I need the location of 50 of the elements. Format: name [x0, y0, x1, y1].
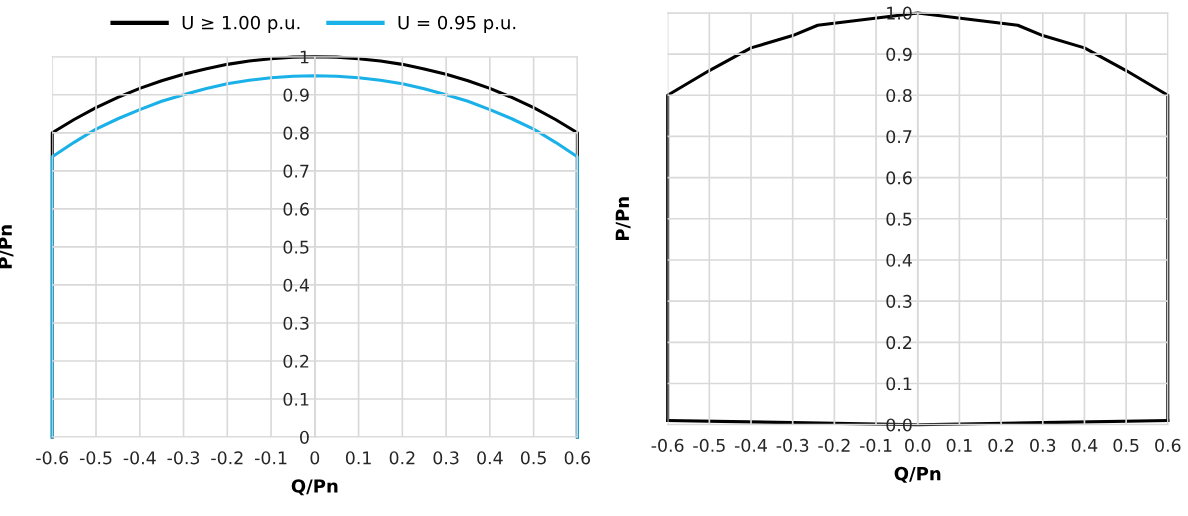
y-tick-label: 0.6: [283, 202, 309, 216]
y-tick-label: 0.5: [283, 240, 309, 254]
x-tick-label: 0.3: [433, 451, 459, 465]
y-tick-label: 0.2: [283, 354, 309, 368]
x-tick-label: 0.0: [905, 438, 931, 452]
x-tick-label: -0.2: [818, 438, 850, 452]
x-tick-label: 0.5: [520, 451, 546, 465]
y-tick-label: 0.5: [886, 212, 912, 226]
x-tick-label: 0.4: [1071, 438, 1098, 452]
x-tick-label: 0.6: [1155, 438, 1181, 452]
y-tick-label: 0.1: [283, 392, 309, 406]
x-tick-label: -0.5: [79, 451, 112, 465]
x-tick-label: -0.2: [211, 451, 243, 465]
y-tick-label: 0.9: [886, 47, 912, 61]
y-tick-label: 0.8: [283, 126, 309, 140]
y-tick-label: 0.4: [283, 278, 309, 292]
x-tick-label: 0.3: [1030, 438, 1056, 452]
legend-label: U ≥ 1.00 p.u.: [182, 15, 300, 33]
x-tick-label: -0.4: [123, 451, 156, 465]
legend-label: U = 0.95 p.u.: [398, 15, 516, 33]
y-tick-label: 0.6: [886, 171, 912, 185]
x-tick-label: 0.1: [345, 451, 371, 465]
y-tick-label: 0.1: [886, 377, 912, 391]
y-tick-label: 0.7: [283, 164, 309, 178]
x-tick-label: 0.6: [564, 451, 591, 465]
x-tick-label: -0.3: [776, 438, 809, 452]
x-tick-label: 0: [310, 451, 320, 465]
x-tick-label: 0.5: [1113, 438, 1139, 452]
y-tick-label: 0.7: [886, 130, 912, 144]
y-tick-label: 1: [300, 50, 309, 64]
x-tick-label: -0.1: [254, 451, 287, 465]
x-tick-label: 0.2: [389, 451, 415, 465]
x-tick-label: -0.5: [693, 438, 725, 452]
y-tick-label: 0.3: [283, 316, 309, 330]
x-tick-label: -0.4: [734, 438, 767, 452]
x-tick-label: -0.6: [651, 438, 684, 452]
x-axis-title: Q/Pn: [291, 479, 338, 496]
x-axis-title: Q/Pn: [894, 466, 941, 483]
x-tick-label: -0.1: [859, 438, 892, 452]
x-tick-label: -0.6: [36, 451, 69, 465]
y-tick-label: 0.4: [886, 253, 912, 267]
y-tick-label: 0.9: [283, 88, 309, 102]
y-tick-label: 0.3: [886, 294, 912, 308]
x-tick-label: 0.4: [477, 451, 503, 465]
x-tick-label: 0.1: [946, 438, 972, 452]
y-axis-title: P/Pn: [615, 197, 631, 241]
y-tick-label: 0.8: [886, 88, 912, 103]
y-tick-label: 0.2: [886, 336, 912, 350]
x-tick-label: -0.3: [167, 451, 200, 465]
x-tick-label: 0.2: [988, 438, 1014, 452]
